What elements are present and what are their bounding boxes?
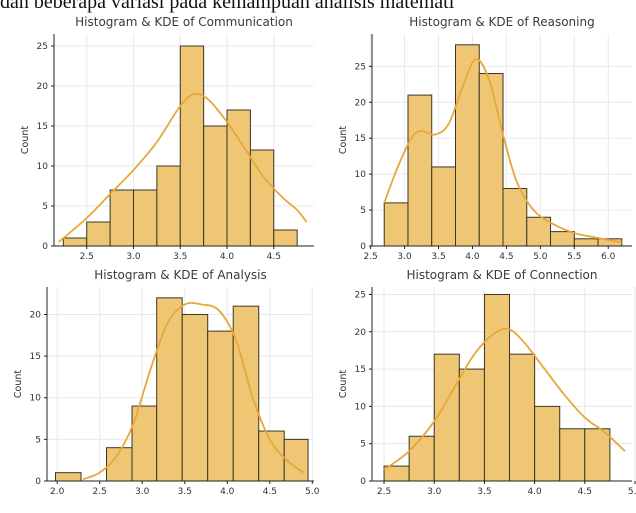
kde-curve — [383, 58, 622, 244]
histogram-bar — [226, 109, 251, 247]
histogram-bar — [431, 166, 456, 247]
y-tick-label: 25 — [355, 290, 366, 300]
y-tick-label: 15 — [355, 134, 366, 144]
y-tick-label: 10 — [37, 162, 49, 172]
x-tick-label: 4.0 — [465, 252, 480, 262]
histogram-bar — [383, 202, 409, 247]
histogram-bar — [573, 238, 599, 247]
histogram-bar — [502, 188, 528, 247]
histogram-bar — [534, 405, 561, 482]
y-tick-label: 20 — [30, 310, 42, 320]
chart-panel-1: 2.5 3.0 3.5 4.0 4.5 0 5 10 15 20 25 Histogram & KDE… — [20, 15, 314, 262]
histogram-bar — [249, 149, 275, 247]
y-tick-label: 25 — [37, 42, 48, 52]
histogram-bar — [458, 368, 485, 482]
y-tick-label: 10 — [30, 394, 42, 404]
histogram-bar — [109, 189, 134, 247]
x-tick-label: 2.5 — [93, 487, 107, 497]
y-tick-label: 5 — [360, 206, 366, 216]
y-tick-label: 0 — [360, 477, 366, 487]
x-tick-label: 5.0 — [533, 252, 548, 262]
histogram-bar — [509, 353, 536, 482]
histogram-bar — [273, 229, 298, 247]
chart-title: Histogram & KDE of Analysis — [94, 268, 267, 282]
y-tick-label: 20 — [37, 82, 49, 92]
x-tick-label: 4.0 — [220, 487, 235, 497]
y-tick-label: 15 — [37, 122, 48, 132]
y-tick-label: 0 — [35, 477, 41, 487]
x-tick-label: 3.5 — [477, 487, 491, 497]
chart-panel-4: 2.5 3.0 3.5 4.0 4.5 5.0 0 5 10 15 20 25 Histogram & … — [338, 268, 636, 497]
histogram-bar — [232, 305, 260, 482]
x-tick-label: 4.0 — [220, 252, 235, 262]
y-tick-label: 20 — [355, 98, 367, 108]
histogram-bar — [483, 293, 511, 482]
chart-panel-3: 2.0 2.5 3.0 3.5 4.0 4.5 5.0 0 5 10 15 20 Histogram &… — [13, 268, 320, 497]
y-tick-label: 15 — [30, 352, 41, 362]
chart-title: Histogram & KDE of Communication — [75, 15, 293, 29]
y-axis-label: Count — [338, 126, 349, 154]
x-tick-label: 5.5 — [567, 252, 581, 262]
histogram-bar — [478, 73, 504, 247]
y-tick-label: 0 — [360, 242, 366, 252]
histogram-bar — [179, 45, 205, 247]
x-tick-label: 4.0 — [527, 487, 542, 497]
x-tick-label: 4.5 — [499, 252, 513, 262]
histogram-bar — [433, 353, 460, 482]
y-tick-label: 25 — [355, 62, 366, 72]
x-tick-label: 3.5 — [431, 252, 445, 262]
page-caption: dan beberapa variasi pada kemampuan anal… — [0, 0, 455, 13]
x-tick-label: 4.5 — [267, 252, 281, 262]
histogram-bar — [55, 472, 82, 482]
kde-curve — [82, 301, 305, 481]
y-tick-label: 5 — [35, 435, 41, 445]
chart-panel-2: 2.5 3.0 3.5 4.0 4.5 5.0 5.5 6.0 0 5 10 15 20 25 Histog… — [338, 15, 632, 262]
histogram-bar — [407, 94, 433, 247]
y-tick-label: 5 — [42, 202, 48, 212]
histogram-bar — [203, 125, 228, 247]
histogram-bar — [62, 237, 88, 247]
x-tick-label: 2.5 — [80, 252, 94, 262]
x-tick-label: 5.0 — [628, 487, 636, 497]
histogram-bar — [258, 430, 285, 482]
histogram-bar — [383, 465, 410, 482]
x-tick-label: 3.0 — [427, 487, 442, 497]
y-tick-label: 15 — [355, 365, 366, 375]
histogram-bar — [584, 428, 611, 482]
chart-title: Histogram & KDE of Reasoning — [409, 15, 594, 29]
y-tick-label: 0 — [42, 242, 48, 252]
x-tick-label: 2.5 — [377, 487, 391, 497]
x-tick-label: 3.0 — [397, 252, 412, 262]
x-tick-label: 3.0 — [135, 487, 150, 497]
y-axis-label: Count — [13, 370, 24, 398]
x-tick-label: 3.5 — [178, 487, 192, 497]
y-tick-label: 5 — [360, 440, 366, 450]
histogram-bar — [181, 313, 209, 482]
y-axis-label: Count — [20, 126, 31, 154]
histogram-bar — [132, 189, 158, 247]
y-tick-label: 20 — [355, 328, 367, 338]
x-tick-label: 4.5 — [263, 487, 277, 497]
x-tick-label: 5.0 — [305, 487, 320, 497]
chart-title: Histogram & KDE of Connection — [406, 268, 597, 282]
x-tick-label: 3.5 — [173, 252, 187, 262]
histogram-bar — [550, 231, 575, 247]
y-tick-label: 10 — [355, 170, 367, 180]
y-axis-label: Count — [338, 370, 349, 398]
x-tick-label: 2.0 — [50, 487, 65, 497]
y-tick-label: 10 — [355, 402, 367, 412]
x-tick-label: 4.5 — [578, 487, 592, 497]
x-tick-label: 2.5 — [363, 252, 377, 262]
histogram-bar — [156, 165, 181, 247]
histogram-bar — [408, 435, 435, 482]
histogram-bar — [156, 297, 183, 482]
histogram-bar — [86, 221, 111, 247]
x-tick-label: 3.0 — [126, 252, 141, 262]
kde-curve — [383, 327, 626, 471]
x-tick-label: 6.0 — [601, 252, 616, 262]
histogram-bar — [207, 330, 234, 482]
kde-curve — [58, 92, 308, 243]
histogram-bar — [559, 428, 586, 482]
